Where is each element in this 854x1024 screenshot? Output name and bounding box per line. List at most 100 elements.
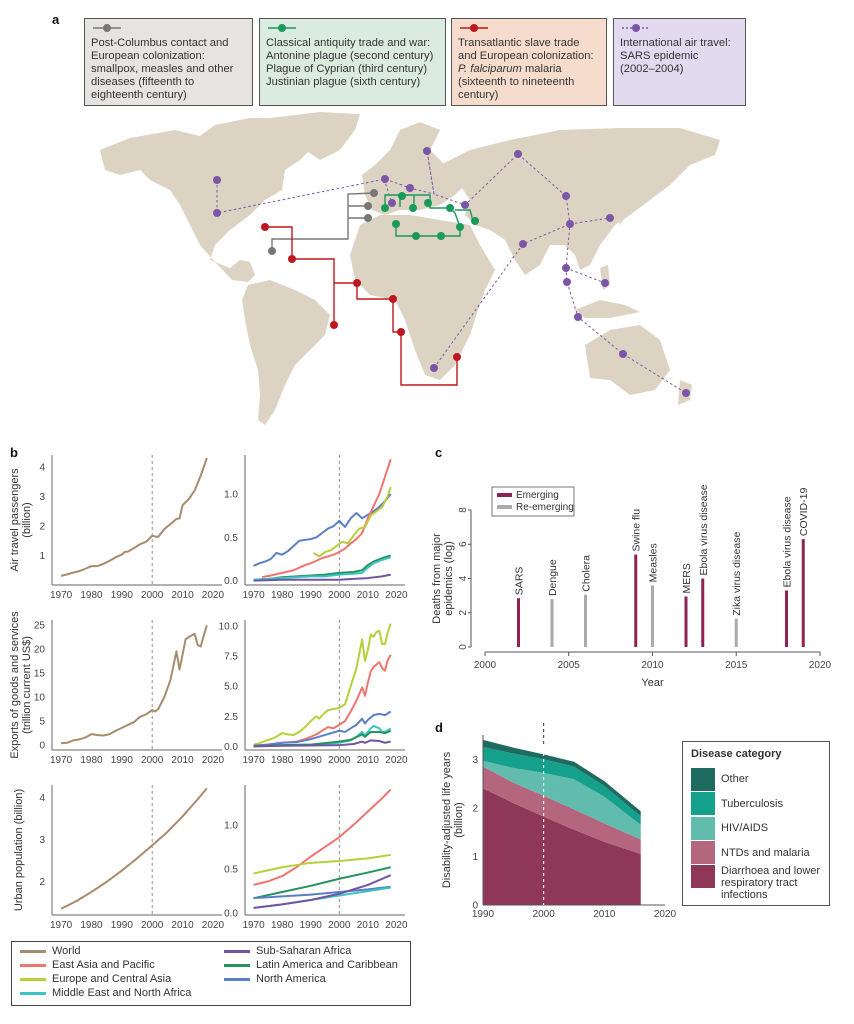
series-line-north-america [253, 710, 392, 747]
y-tick-label: 5.0 [224, 682, 238, 693]
antiquity-node [409, 204, 417, 212]
series-line-east-asia-and-pacific [253, 788, 392, 886]
y-axis-label: Disability-adjusted life years [441, 751, 453, 888]
legend-swatch [691, 816, 715, 840]
legend-line: European colonization: [91, 50, 205, 62]
antiquity-route [455, 209, 474, 222]
legend-line: International air travel: [620, 37, 731, 49]
south-america [242, 280, 330, 425]
columbus-route [271, 192, 375, 251]
y-axis-label: (billion) [21, 502, 33, 537]
series-line-world [61, 625, 208, 745]
land-masses [100, 112, 720, 425]
x-tick-label: 2020 [202, 920, 225, 931]
y-tick-label: 4 [458, 575, 469, 581]
x-tick-label: 1970 [242, 590, 265, 601]
legend-swatch [691, 792, 715, 815]
y-axis-label: Deaths from major [431, 533, 443, 624]
x-tick-label: 2000 [533, 909, 556, 920]
legend-item: World [20, 945, 81, 957]
x-tick-label: 2020 [809, 660, 832, 671]
legend-label: Tuberculosis [721, 797, 783, 810]
series-line-world [60, 787, 208, 910]
y-tick-label: 0.0 [224, 742, 238, 753]
y-tick-label: 7.5 [224, 652, 238, 663]
air-node [574, 313, 582, 321]
bar-zika-virus-disease [734, 618, 738, 647]
bar-covid-19 [801, 539, 805, 647]
x-tick-label: 2020 [654, 909, 677, 920]
legend-line: smallpox, measles and other [91, 63, 234, 75]
y-tick-label: 1.0 [224, 820, 238, 831]
x-tick-label: 1980 [80, 920, 103, 931]
legend-title: Disease category [691, 748, 782, 760]
bar-label: MERS [681, 563, 693, 593]
legend-air-travel: International air travel: SARS epidemic (2… [613, 18, 746, 106]
legend-line: SARS epidemic [620, 50, 699, 62]
air-route [569, 217, 611, 225]
legend-antiquity: Classical antiquity trade and war: Antoni… [259, 18, 446, 106]
y-tick-label: 4 [39, 462, 45, 473]
x-tick-label: 2000 [141, 755, 164, 766]
legend-item: East Asia and Pacific [20, 959, 155, 971]
bar-sars [517, 598, 520, 647]
x-tick-label: 1980 [271, 920, 294, 931]
series-line-europe-and-central-asia [253, 853, 391, 875]
legend-swatch [691, 865, 715, 888]
north-america [100, 118, 340, 282]
x-tick-label: 1980 [271, 590, 294, 601]
x-tick-label: 2010 [357, 590, 380, 601]
x-tick-label: 2010 [357, 920, 380, 931]
japan [615, 195, 630, 225]
air-route [565, 267, 606, 284]
bar-label: Zika virus disease [731, 532, 743, 616]
y-tick-label: 5 [39, 717, 45, 728]
columbus-node [364, 214, 372, 222]
y-tick-label: 10.0 [219, 622, 239, 633]
air-node [563, 278, 571, 286]
y-tick-label: 0 [458, 644, 469, 650]
antiquity-node [446, 204, 454, 212]
x-tick-label: 2010 [171, 590, 194, 601]
air-node [423, 147, 431, 155]
bar-ebola-virus-disease [701, 578, 705, 647]
y-tick-label: 15 [34, 668, 46, 679]
x-tick-label: 1980 [80, 590, 103, 601]
legend-label: East Asia and Pacific [52, 959, 155, 971]
x-tick-label: 1990 [300, 590, 323, 601]
legend-swatch [224, 949, 250, 953]
y-tick-label: 0.5 [224, 533, 238, 544]
columbus-node [364, 202, 372, 210]
air-node [381, 175, 389, 183]
x-tick-label: 2010 [593, 909, 616, 920]
antiquity-node [412, 232, 420, 240]
air-node [619, 350, 627, 358]
y-tick-label: 20 [34, 644, 46, 655]
legend-line: Classical antiquity trade and war: [266, 37, 431, 49]
panel-c-chart: 0 2 4 6 8 2000 2005 2010 2015 2020 Year Deaths from… [431, 484, 832, 689]
legend-swatch [497, 505, 512, 509]
y-tick-label: 2 [472, 803, 478, 814]
bar-cholera [584, 594, 587, 647]
x-tick-label: 1990 [300, 920, 323, 931]
legend-label: Emerging [516, 490, 559, 501]
legend-label: World [52, 945, 81, 957]
legend-swatch [691, 767, 715, 791]
columbus-marker-icon [93, 24, 121, 32]
y-axis-label: (billion) [453, 802, 465, 837]
legend-swatch [224, 977, 250, 981]
y-axis-label: Urban population (billion) [13, 789, 25, 911]
bar-measles [651, 585, 654, 647]
air-node [519, 240, 527, 248]
bar-dengue [550, 599, 554, 647]
x-tick-label: 2020 [202, 755, 225, 766]
y-tick-label: 4 [39, 793, 45, 804]
legend-line: (2002–2004) [620, 63, 684, 75]
slave-node [389, 295, 397, 303]
legend-item: North America [224, 973, 326, 985]
x-tick-label: 2015 [725, 660, 748, 671]
air-node [566, 220, 574, 228]
x-tick-label: 2010 [357, 755, 380, 766]
x-tick-label: 1970 [50, 920, 73, 931]
